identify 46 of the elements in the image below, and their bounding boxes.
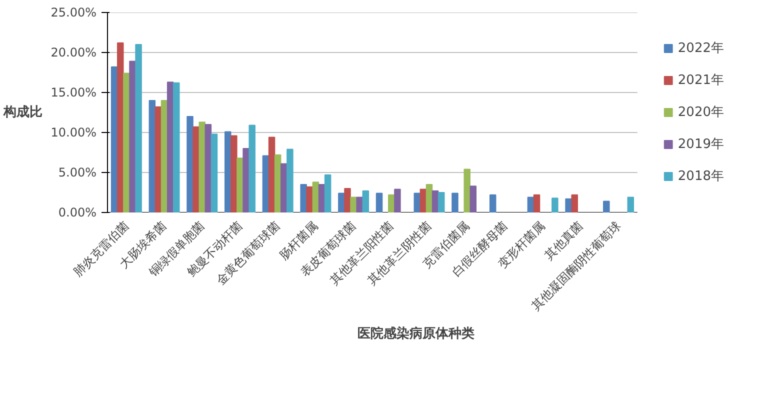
y-axis-title: 构成比	[2, 105, 43, 120]
bar	[300, 184, 307, 212]
legend-label: 2022年	[678, 40, 724, 57]
bar	[452, 192, 458, 212]
legend-label: 2021年	[678, 72, 724, 89]
y-tick-label: 20.00%	[50, 46, 97, 60]
y-tick-label: 0.00%	[58, 206, 97, 220]
bar	[426, 184, 433, 212]
bar	[210, 134, 218, 212]
bar	[274, 154, 282, 212]
x-axis-title: 医院感染病原体种类	[358, 325, 474, 342]
bar	[533, 194, 540, 212]
bar	[603, 200, 610, 212]
bar	[186, 116, 194, 212]
legend-label: 2019年	[678, 136, 724, 153]
bar	[552, 198, 558, 212]
legend-label: 2018年	[678, 168, 724, 185]
y-tick-label: 25.00%	[50, 6, 97, 20]
bar	[571, 194, 578, 212]
bar	[344, 188, 351, 212]
bar	[470, 186, 477, 212]
bar	[135, 44, 142, 212]
y-tick-label: 10.00%	[50, 126, 97, 140]
bar	[192, 126, 200, 212]
bar	[116, 42, 124, 212]
bar	[173, 82, 180, 212]
bar	[464, 168, 470, 212]
bar	[286, 148, 294, 212]
bar	[204, 124, 212, 212]
bar	[432, 190, 439, 212]
bar	[376, 192, 383, 212]
bar	[312, 182, 320, 212]
y-tick-label: 15.00%	[50, 86, 97, 100]
bar	[394, 188, 401, 212]
bar	[268, 136, 276, 212]
bar	[356, 196, 363, 212]
bar	[230, 135, 238, 212]
y-tick-label: 5.00%	[58, 166, 97, 180]
bar	[324, 174, 332, 212]
legend-label: 2020年	[678, 104, 724, 121]
bar	[248, 124, 256, 212]
bar	[489, 194, 496, 212]
bar	[438, 192, 445, 212]
bar	[627, 196, 634, 212]
bar	[362, 190, 370, 212]
bar	[224, 131, 232, 212]
